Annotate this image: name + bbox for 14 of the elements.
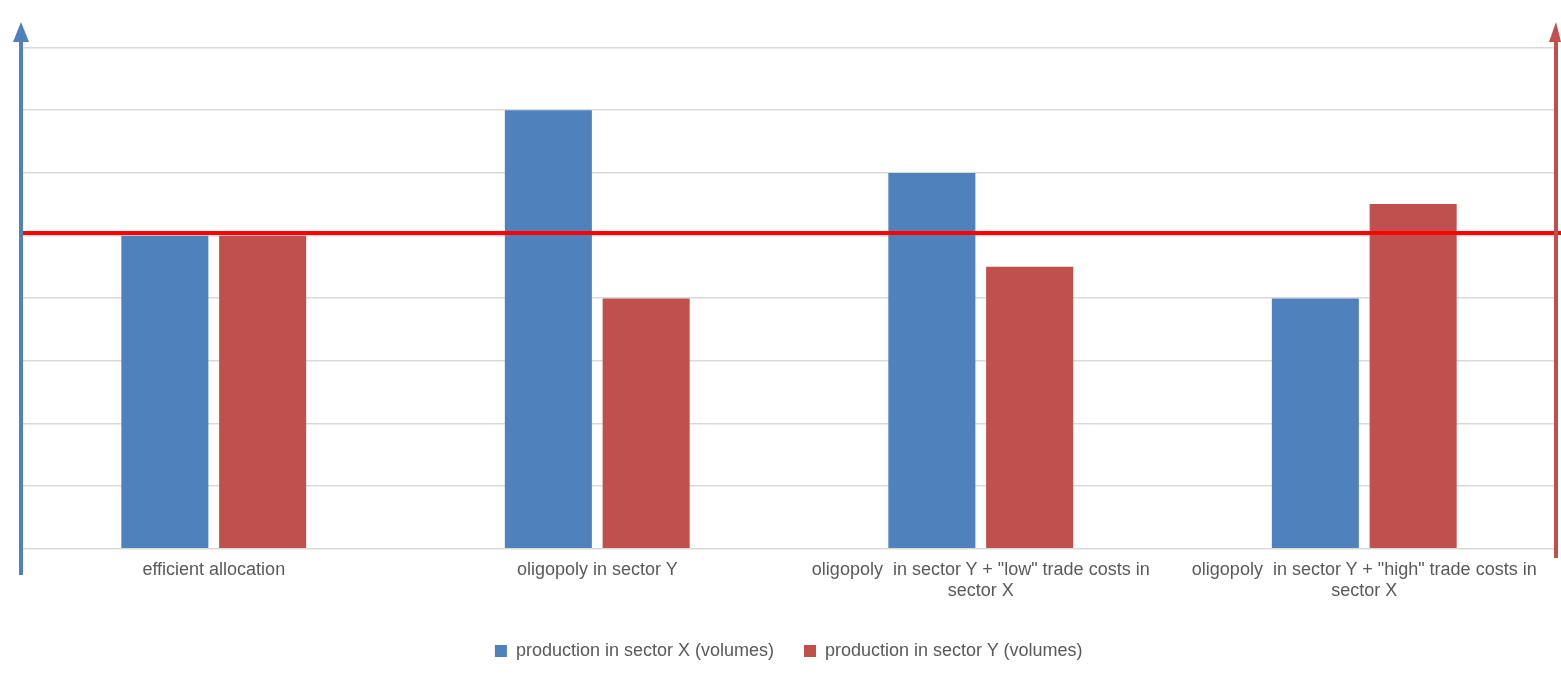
bar <box>1369 204 1457 549</box>
legend-label: production in sector X (volumes) <box>515 639 774 660</box>
x-tick-label: oligopoly in sector Y <box>516 558 678 579</box>
bar <box>1271 298 1359 549</box>
bar <box>121 235 209 549</box>
legend-label: production in sector Y (volumes) <box>825 639 1083 660</box>
x-tick-label: oligopoly in sector Y + "low" trade costs in sector X <box>811 558 1150 601</box>
x-tick-label: efficient allocation <box>142 558 286 579</box>
x-tick-label: oligopoly in sector Y + "high" trade costs in sector X <box>1191 558 1537 601</box>
bar <box>986 266 1074 549</box>
bar <box>504 110 592 549</box>
bar <box>888 172 976 549</box>
bar <box>602 298 690 549</box>
bar <box>219 235 307 549</box>
